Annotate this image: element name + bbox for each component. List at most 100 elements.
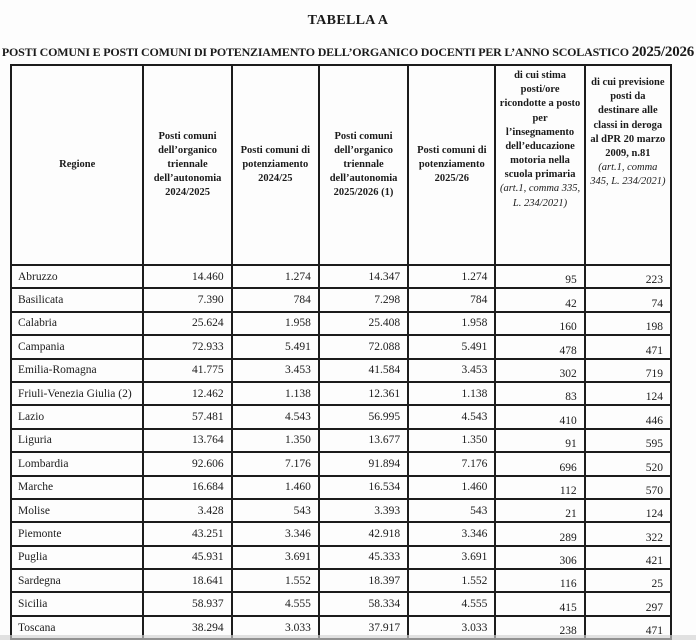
column-header-label: di cui previsione posti da destinare all…	[590, 77, 666, 159]
value-cell: 42	[494, 287, 586, 313]
table-row: Marche 16.684 1.460 16.534 1.460 112 570	[9, 474, 673, 500]
region-cell: Basilicata	[9, 287, 145, 313]
column-header-label: Posti comuni dell’organico triennale del…	[153, 130, 222, 199]
value-cell: 1.552	[230, 568, 320, 594]
region-cell: Emilia-Romagna	[9, 357, 145, 383]
value-cell: 41.584	[317, 357, 410, 383]
value-cell: 471	[583, 334, 673, 360]
table-row: Calabria 25.624 1.958 25.408 1.958 160 198	[9, 310, 673, 337]
region-cell: Piemonte	[9, 521, 145, 547]
column-header-note: (art.1, comma 345, L. 234/2021)	[590, 162, 666, 188]
region-cell: Marche	[9, 474, 145, 500]
value-cell: 5.491	[230, 334, 320, 360]
value-cell: 543	[407, 497, 497, 524]
table-row: Basilicata 7.390 784 7.298 784 42 74	[9, 287, 673, 313]
value-cell: 1.552	[407, 568, 497, 594]
table-row: Lombardia 92.606 7.176 91.894 7.176 696 520	[9, 451, 673, 477]
column-header-classi-deroga: di cui previsione posti da destinare all…	[583, 64, 673, 266]
value-cell: 1.958	[230, 310, 320, 337]
value-cell: 3.453	[407, 357, 497, 383]
column-header-note: (art.1, comma 335, L. 234/2021)	[499, 183, 581, 209]
value-cell: 95	[494, 263, 586, 290]
value-cell: 3.691	[407, 544, 497, 571]
region-cell: Lazio	[9, 404, 145, 430]
table-body: Abruzzo 14.460 1.274 14.347 1.274 95 223 Basili…	[9, 263, 673, 640]
value-cell: 56.995	[317, 404, 410, 430]
table-row: Sardegna 18.641 1.552 18.397 1.552 116 25	[9, 568, 673, 594]
value-cell: 410	[494, 404, 586, 430]
value-cell: 1.350	[230, 427, 320, 454]
value-cell: 58.334	[317, 591, 410, 617]
region-cell: Sicilia	[9, 591, 145, 617]
value-cell: 415	[494, 591, 586, 617]
value-cell: 7.176	[230, 451, 320, 477]
value-cell: 42.918	[317, 521, 410, 547]
region-cell: Molise	[9, 497, 145, 524]
value-cell: 16.684	[142, 474, 233, 500]
value-cell: 25.624	[142, 310, 233, 337]
value-cell: 57.481	[142, 404, 233, 430]
value-cell: 478	[494, 334, 586, 360]
value-cell: 41.775	[142, 357, 233, 383]
value-cell: 297	[583, 591, 673, 617]
value-cell: 696	[494, 451, 586, 477]
value-cell: 124	[583, 497, 673, 524]
value-cell: 3.346	[407, 521, 497, 547]
region-cell: Puglia	[9, 544, 145, 571]
region-cell: Sardegna	[9, 568, 145, 594]
value-cell: 21	[494, 497, 586, 524]
page-title: TABELLA A	[307, 13, 389, 28]
table-row: Friuli-Venezia Giulia (2) 12.462 1.138 12.3…	[9, 380, 673, 407]
value-cell: 58.937	[142, 591, 233, 617]
table-row: Abruzzo 14.460 1.274 14.347 1.274 95 223	[9, 263, 673, 290]
value-cell: 421	[583, 544, 673, 571]
value-cell: 112	[494, 474, 586, 500]
column-header-label: Posti comuni di potenziamento 2025/26	[417, 144, 487, 185]
value-cell: 14.347	[317, 263, 410, 290]
value-cell: 198	[583, 310, 673, 337]
value-cell: 5.491	[407, 334, 497, 360]
value-cell: 7.390	[142, 287, 233, 313]
value-cell: 13.764	[142, 427, 233, 454]
value-cell: 302	[494, 357, 586, 383]
value-cell: 1.350	[407, 427, 497, 454]
table-header: Regione Posti comuni dell’organico trien…	[9, 64, 673, 266]
table-row: Sicilia 58.937 4.555 58.334 4.555 415 297	[9, 591, 673, 617]
value-cell: 74	[583, 287, 673, 313]
value-cell: 14.460	[142, 263, 233, 290]
region-cell: Friuli-Venezia Giulia (2)	[9, 380, 145, 407]
column-header-posti-2024: Posti comuni dell’organico triennale del…	[142, 64, 233, 266]
value-cell: 520	[583, 451, 673, 477]
value-cell: 4.543	[230, 404, 320, 430]
column-header-label: di cui stima posti/ore ricondotte a post…	[499, 70, 581, 181]
page-subtitle: POSTI COMUNI E POSTI COMUNI DI POTENZIAM…	[0, 44, 696, 61]
value-cell: 1.958	[407, 310, 497, 337]
column-header-posti-2025: Posti comuni dell’organico triennale del…	[317, 64, 410, 266]
value-cell: 16.534	[317, 474, 410, 500]
subtitle-text: POSTI COMUNI E POSTI COMUNI DI POTENZIAM…	[1, 45, 632, 59]
table-row: Emilia-Romagna 41.775 3.453 41.584 3.453 302 7…	[9, 357, 673, 383]
column-header-label: Regione	[59, 158, 96, 170]
value-cell: 12.361	[317, 380, 410, 407]
value-cell: 570	[583, 474, 673, 500]
value-cell: 289	[494, 521, 586, 547]
value-cell: 72.933	[142, 334, 233, 360]
bottom-scan-strip	[0, 635, 696, 640]
value-cell: 7.298	[317, 287, 410, 313]
value-cell: 306	[494, 544, 586, 571]
value-cell: 3.453	[230, 357, 320, 383]
column-header-potenziamento-2024: Posti comuni di potenziamento 2024/25	[230, 64, 320, 266]
region-cell: Abruzzo	[9, 263, 145, 290]
table-row: Campania 72.933 5.491 72.088 5.491 478 471	[9, 334, 673, 360]
value-cell: 3.346	[230, 521, 320, 547]
value-cell: 13.677	[317, 427, 410, 454]
value-cell: 1.274	[407, 263, 497, 290]
value-cell: 12.462	[142, 380, 233, 407]
value-cell: 25.408	[317, 310, 410, 337]
value-cell: 92.606	[142, 451, 233, 477]
value-cell: 83	[494, 380, 586, 407]
table-row: Molise 3.428 543 3.393 543 21 124	[9, 497, 673, 524]
value-cell: 543	[230, 497, 320, 524]
value-cell: 4.555	[230, 591, 320, 617]
